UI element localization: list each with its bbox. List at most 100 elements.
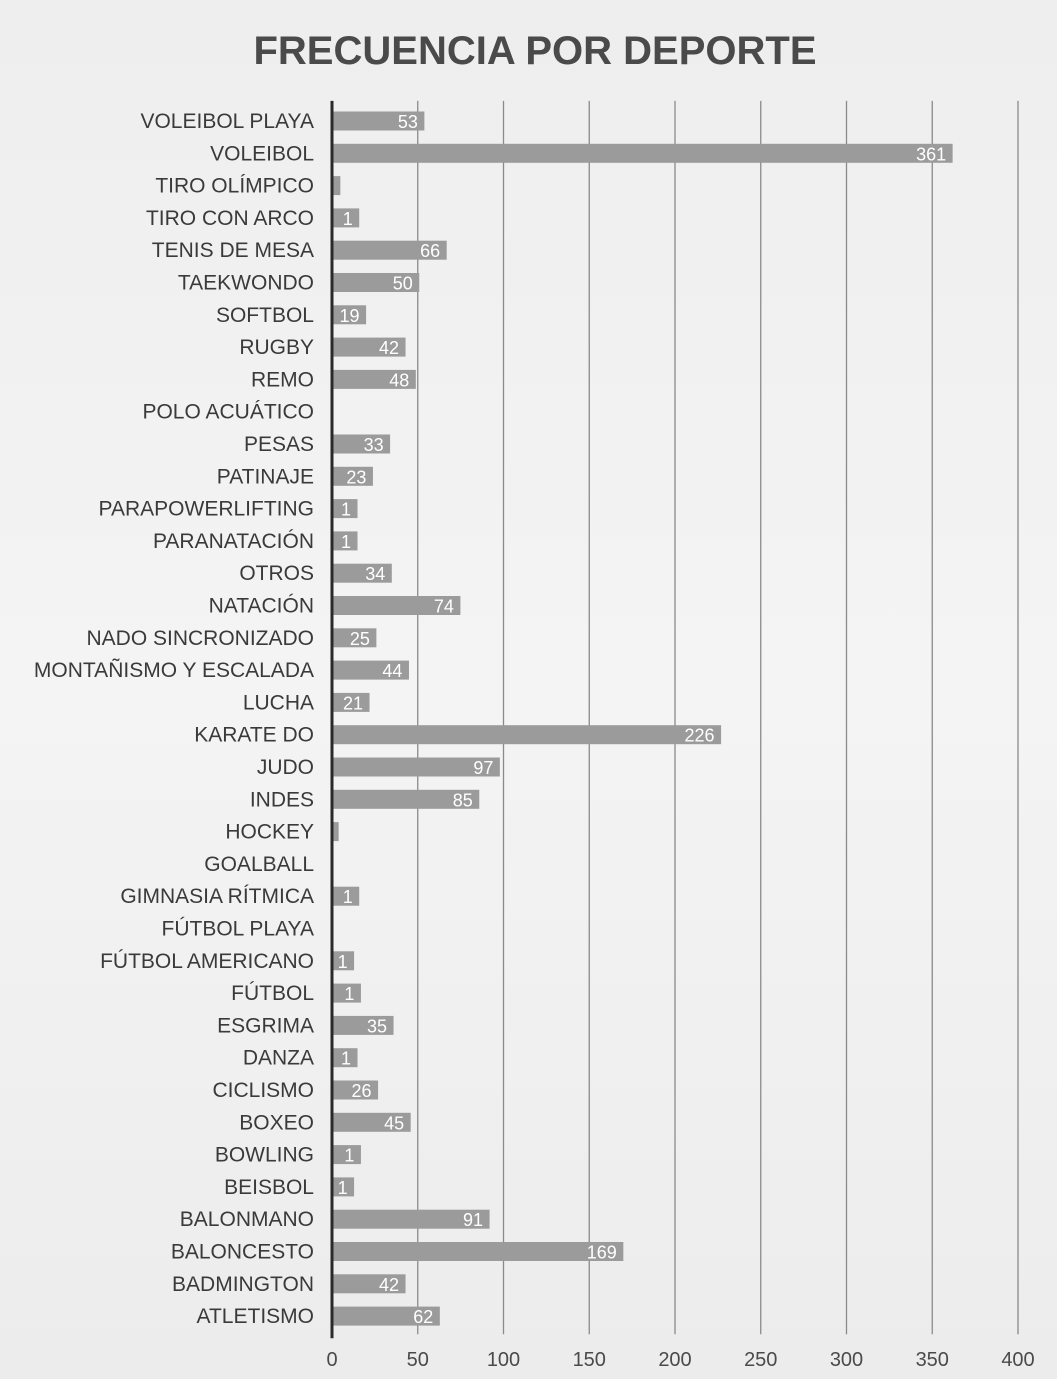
data-label: 25 — [350, 629, 370, 649]
data-label: 169 — [587, 1243, 617, 1263]
bar — [333, 1242, 624, 1261]
category-label: REMO — [251, 368, 314, 391]
data-label: 91 — [463, 1210, 483, 1230]
category-label: NADO SINCRONIZADO — [86, 627, 314, 650]
category-label: FÚTBOL AMERICANO — [100, 950, 314, 973]
data-label: 50 — [393, 274, 413, 294]
category-label: TIRO CON ARCO — [146, 207, 314, 230]
category-label: BALONMANO — [180, 1208, 314, 1231]
bar — [333, 660, 409, 680]
bar — [333, 1145, 361, 1165]
data-label: 1 — [344, 1146, 354, 1166]
chart-title: FRECUENCIA POR DEPORTE — [253, 29, 816, 73]
grid-lines — [417, 100, 1019, 1335]
bar — [333, 143, 953, 163]
category-label: VOLEIBOL — [210, 142, 314, 165]
bar — [333, 273, 420, 292]
bar — [333, 499, 358, 519]
category-label: POLO ACUÁTICO — [142, 401, 314, 424]
data-label: 97 — [473, 758, 493, 778]
data-label: 361 — [916, 144, 946, 164]
x-tick-label: 250 — [744, 1349, 777, 1371]
bar — [333, 1112, 411, 1132]
bar — [333, 822, 339, 842]
bars — [333, 111, 953, 1326]
category-label: HOCKEY — [225, 821, 314, 844]
bar — [333, 466, 373, 486]
bar — [333, 434, 391, 454]
bar — [333, 725, 722, 745]
bar — [333, 208, 360, 228]
category-label: TIRO OLÍMPICO — [155, 175, 314, 198]
category-label: BOWLING — [215, 1144, 314, 1167]
bar — [333, 628, 377, 648]
data-label: 1 — [343, 887, 353, 907]
data-label: 1 — [343, 209, 353, 229]
category-label: KARATE DO — [194, 724, 314, 747]
bar — [333, 531, 358, 551]
category-label: CICLISMO — [212, 1079, 314, 1102]
category-label: RUGBY — [239, 336, 314, 359]
bar — [333, 1274, 406, 1294]
data-label: 44 — [382, 661, 402, 681]
category-label: INDES — [250, 788, 314, 811]
category-label: JUDO — [257, 756, 314, 779]
x-tick-label: 350 — [916, 1349, 949, 1371]
data-label: 1 — [341, 500, 351, 520]
bar — [333, 596, 461, 615]
category-label: VOLEIBOL PLAYA — [140, 110, 314, 133]
data-label: 66 — [420, 241, 440, 261]
category-label: FÚTBOL PLAYA — [162, 918, 315, 941]
category-label: GOALBALL — [204, 853, 314, 876]
bar — [333, 1177, 355, 1197]
data-label: 1 — [341, 532, 351, 552]
category-label: BADMINGTON — [172, 1273, 314, 1296]
category-label: BOXEO — [239, 1111, 314, 1134]
category-label: ESGRIMA — [217, 1014, 314, 1037]
bar — [333, 1080, 379, 1100]
bar — [333, 692, 370, 712]
bar — [333, 886, 360, 906]
category-label: LUCHA — [243, 691, 314, 714]
x-tick-label: 0 — [326, 1349, 337, 1371]
bar — [333, 176, 341, 196]
bar — [333, 305, 367, 325]
data-label: 21 — [343, 693, 363, 713]
bar — [333, 1209, 490, 1229]
x-tick-label: 150 — [573, 1349, 606, 1371]
data-label: 74 — [434, 597, 454, 617]
bar — [333, 240, 447, 260]
category-label: PATINAJE — [217, 465, 314, 488]
x-tick-label: 300 — [830, 1349, 863, 1371]
data-label: 34 — [365, 564, 385, 584]
data-label: 42 — [379, 1275, 399, 1295]
data-label: 1 — [338, 952, 348, 972]
data-label: 53 — [398, 112, 418, 132]
data-label: 33 — [364, 435, 384, 455]
bar — [333, 563, 392, 583]
bar — [333, 1048, 358, 1068]
category-label: ATLETISMO — [197, 1305, 314, 1328]
data-label: 23 — [346, 467, 366, 487]
category-label: OTROS — [239, 562, 314, 585]
data-label: 226 — [685, 726, 715, 746]
data-label: 19 — [340, 306, 360, 326]
bar — [333, 757, 500, 777]
data-label: 1 — [341, 1049, 351, 1069]
x-tick-label: 100 — [487, 1349, 520, 1371]
category-label: FÚTBOL — [231, 982, 314, 1005]
data-label: 42 — [379, 338, 399, 358]
category-label: TENIS DE MESA — [152, 239, 314, 262]
category-label: BEISBOL — [224, 1176, 314, 1199]
x-tick-label: 50 — [407, 1349, 429, 1371]
bar — [333, 1015, 394, 1035]
data-label: 62 — [413, 1307, 433, 1327]
bar — [333, 1306, 440, 1326]
data-label: 48 — [389, 370, 409, 390]
category-label: PARAPOWERLIFTING — [99, 498, 314, 521]
bar — [333, 369, 416, 389]
bar — [333, 951, 355, 971]
